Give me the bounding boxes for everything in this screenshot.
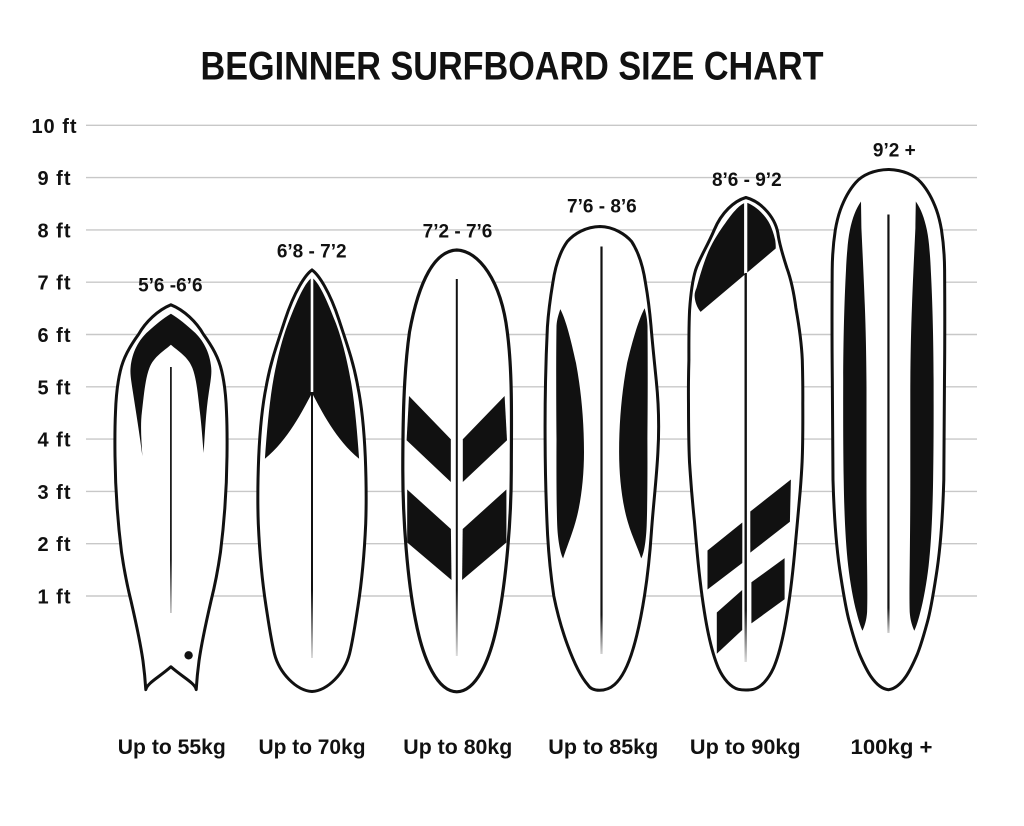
- svg-text:8’6 - 9’2: 8’6 - 9’2: [712, 170, 782, 191]
- svg-text:9 ft: 9 ft: [38, 168, 72, 190]
- svg-text:9’2 +: 9’2 +: [873, 141, 916, 162]
- svg-text:10 ft: 10 ft: [31, 116, 77, 138]
- svg-text:6 ft: 6 ft: [38, 325, 72, 347]
- svg-text:5’6 -6’6: 5’6 -6’6: [138, 276, 202, 297]
- svg-text:Up to 85kg: Up to 85kg: [548, 735, 658, 759]
- svg-text:Up to 90kg: Up to 90kg: [690, 735, 801, 759]
- svg-text:1 ft: 1 ft: [38, 587, 72, 609]
- svg-text:6’8 - 7’2: 6’8 - 7’2: [277, 242, 347, 263]
- svg-text:5 ft: 5 ft: [38, 377, 72, 399]
- svg-text:Up to 55kg: Up to 55kg: [118, 735, 226, 759]
- svg-text:4 ft: 4 ft: [38, 430, 72, 452]
- svg-text:100kg +: 100kg +: [851, 735, 933, 759]
- svg-text:8 ft: 8 ft: [38, 220, 72, 242]
- svg-text:7 ft: 7 ft: [38, 273, 72, 295]
- svg-text:Up to 80kg: Up to 80kg: [403, 735, 512, 759]
- svg-text:3 ft: 3 ft: [38, 482, 72, 504]
- svg-text:BEGINNER SURFBOARD SIZE CHART: BEGINNER SURFBOARD SIZE CHART: [201, 44, 824, 88]
- svg-text:Up to 70kg: Up to 70kg: [259, 735, 366, 759]
- svg-text:2 ft: 2 ft: [38, 534, 72, 556]
- svg-text:7’6 - 8’6: 7’6 - 8’6: [567, 197, 637, 218]
- svg-text:7’2 - 7’6: 7’2 - 7’6: [423, 221, 493, 242]
